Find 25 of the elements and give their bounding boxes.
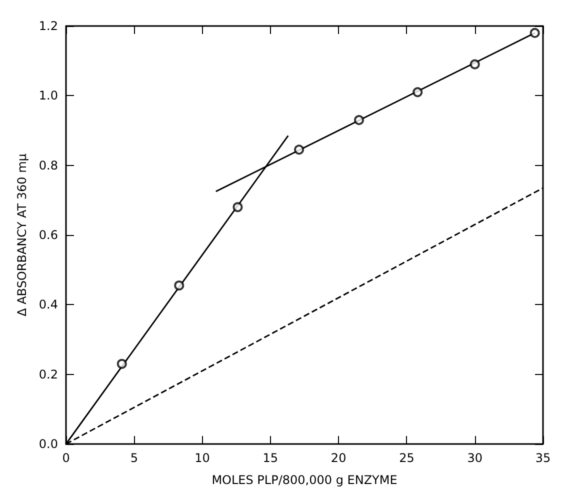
x-tick-label: 25 — [399, 451, 414, 465]
point — [530, 28, 540, 38]
point — [174, 280, 184, 291]
x-tick-label: 30 — [467, 451, 482, 465]
x-tick-label: 0 — [62, 451, 70, 465]
x-tick-label: 5 — [130, 451, 138, 465]
y-tick-label: 0.2 — [38, 367, 58, 382]
point — [412, 87, 423, 98]
point — [294, 144, 304, 155]
x-axis-title: MOLES PLP/800,000 g ENZYME — [212, 473, 398, 487]
y-tick-label: 0.4 — [38, 298, 58, 312]
y-tick-label: 1.2 — [38, 19, 58, 33]
point — [232, 202, 243, 212]
x-tick-label: 20 — [330, 451, 346, 465]
point — [470, 59, 480, 70]
x-tick-label: 35 — [535, 451, 551, 465]
x-tick-label: 15 — [262, 451, 278, 465]
y-tick-label: 0.8 — [38, 158, 58, 172]
y-tick-label: 1.0 — [38, 88, 58, 103]
y-tick-label: 0.6 — [38, 228, 58, 242]
y-tick-label: 0.0 — [38, 437, 58, 451]
point — [116, 358, 127, 369]
y-axis-title: Δ ABSORBANCY AT 360 mμ — [15, 153, 29, 316]
point — [354, 115, 364, 126]
x-tick-label: 10 — [194, 451, 210, 465]
